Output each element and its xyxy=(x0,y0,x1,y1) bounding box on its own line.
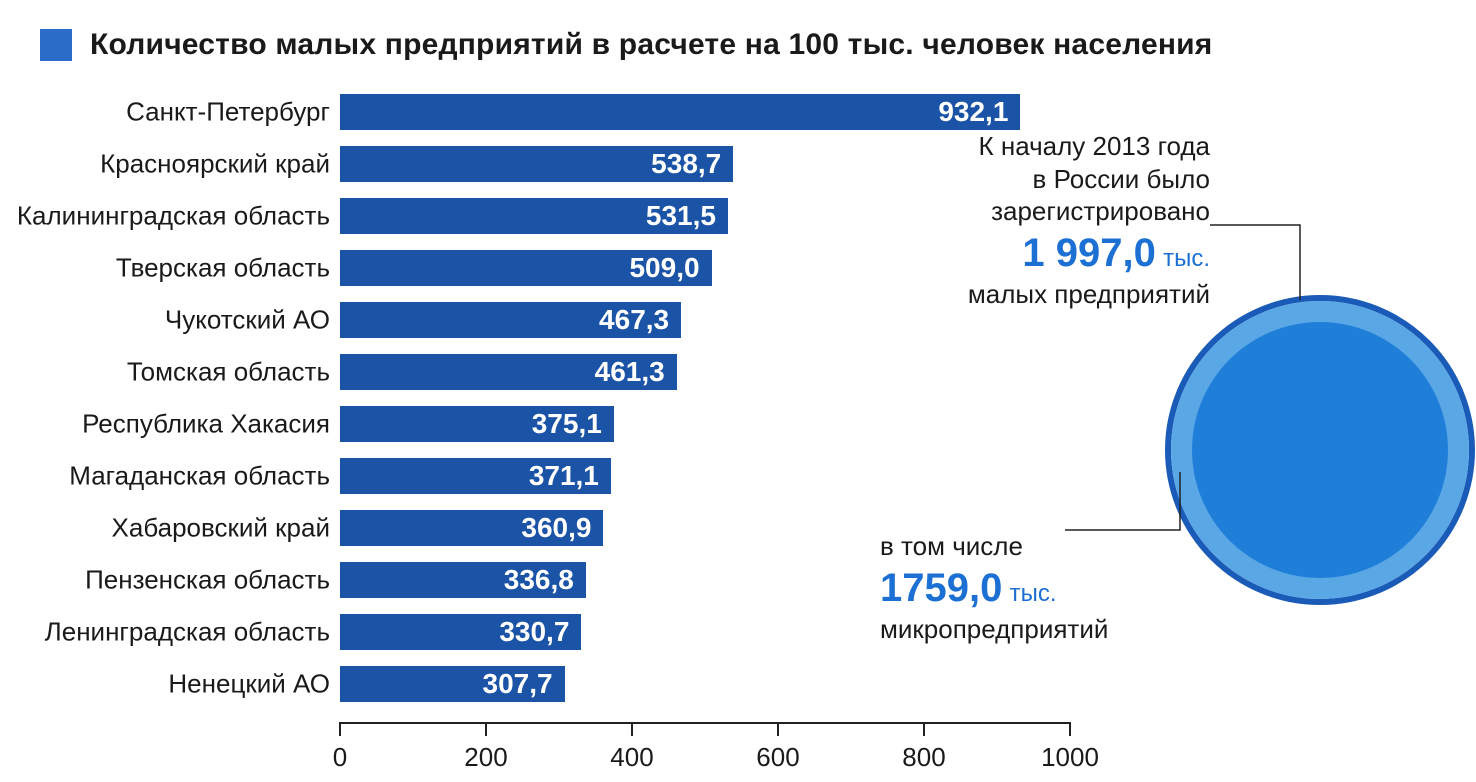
x-axis-line xyxy=(340,722,1070,724)
bar: 375,1 xyxy=(340,406,614,442)
bar-value: 371,1 xyxy=(529,460,599,492)
bar-label: Чукотский АО xyxy=(10,305,330,336)
legend-square-icon xyxy=(40,29,72,61)
callout-big-unit: тыс. xyxy=(1163,245,1210,272)
axis-tick-label: 600 xyxy=(756,742,799,773)
axis-tick-label: 200 xyxy=(464,742,507,773)
bar: 307,7 xyxy=(340,666,565,702)
bar-label: Хабаровский край xyxy=(10,513,330,544)
bar: 336,8 xyxy=(340,562,586,598)
bar: 360,9 xyxy=(340,510,603,546)
callout-line: К началу 2013 года xyxy=(880,130,1210,163)
bar: 531,5 xyxy=(340,198,728,234)
bar-value: 509,0 xyxy=(629,252,699,284)
bar-label: Магаданская область xyxy=(10,461,330,492)
bar: 467,3 xyxy=(340,302,681,338)
bar: 330,7 xyxy=(340,614,581,650)
x-axis: 02004006008001000 xyxy=(340,722,1070,782)
axis-tick xyxy=(339,722,341,736)
bar-value: 932,1 xyxy=(938,96,1008,128)
callout-big-value: 1759,0 xyxy=(880,566,1002,610)
bar-row: Республика Хакасия375,1 xyxy=(340,402,1070,446)
bar-value: 467,3 xyxy=(599,304,669,336)
callout-big: 1 997,0 тыс. xyxy=(880,228,1210,278)
bar: 509,0 xyxy=(340,250,712,286)
axis-tick xyxy=(923,722,925,736)
bar-label: Тверская область xyxy=(10,253,330,284)
bar-value: 531,5 xyxy=(646,200,716,232)
axis-tick xyxy=(485,722,487,736)
title-row: Количество малых предприятий в расчете н… xyxy=(40,28,1396,62)
bar-value: 375,1 xyxy=(532,408,602,440)
bar: 932,1 xyxy=(340,94,1020,130)
axis-tick-label: 0 xyxy=(333,742,347,773)
callout-total: К началу 2013 года в России было зарегис… xyxy=(880,130,1210,310)
bar-row: Томская область461,3 xyxy=(340,350,1070,394)
bar-label: Республика Хакасия xyxy=(10,409,330,440)
axis-tick-label: 800 xyxy=(902,742,945,773)
axis-tick-label: 400 xyxy=(610,742,653,773)
bar: 538,7 xyxy=(340,146,733,182)
bar-row: Ненецкий АО307,7 xyxy=(340,662,1070,706)
bar-label: Санкт-Петербург xyxy=(10,97,330,128)
proportion-circle-icon xyxy=(1160,290,1476,610)
bar-value: 538,7 xyxy=(651,148,721,180)
bar-value: 360,9 xyxy=(521,512,591,544)
bar-label: Пензенская область xyxy=(10,565,330,596)
bar-label: Ленинградская область xyxy=(10,617,330,648)
axis-tick xyxy=(1069,722,1071,736)
bar-label: Ненецкий АО xyxy=(10,669,330,700)
callout-big-unit: тыс. xyxy=(1010,580,1057,607)
axis-tick-label: 1000 xyxy=(1041,742,1099,773)
bar-label: Томская область xyxy=(10,357,330,388)
bar-label: Калининградская область xyxy=(10,201,330,232)
bar: 371,1 xyxy=(340,458,611,494)
callout-line: зарегистрировано xyxy=(880,195,1210,228)
axis-tick xyxy=(777,722,779,736)
axis-tick xyxy=(631,722,633,736)
circle-core xyxy=(1192,322,1448,578)
infographic-wrap: Количество малых предприятий в расчете н… xyxy=(0,0,1476,774)
bar-row: Магаданская область371,1 xyxy=(340,454,1070,498)
callout-big-value: 1 997,0 xyxy=(1022,231,1155,275)
callout-line: в России было xyxy=(880,163,1210,196)
bar-label: Красноярский край xyxy=(10,149,330,180)
bar-row: Санкт-Петербург932,1 xyxy=(340,90,1070,134)
callout-line: микропредприятий xyxy=(880,613,1210,646)
bar-value: 330,7 xyxy=(499,616,569,648)
page-title: Количество малых предприятий в расчете н… xyxy=(90,28,1213,62)
bar-value: 461,3 xyxy=(595,356,665,388)
bar-value: 336,8 xyxy=(504,564,574,596)
bar-value: 307,7 xyxy=(483,668,553,700)
bar: 461,3 xyxy=(340,354,677,390)
